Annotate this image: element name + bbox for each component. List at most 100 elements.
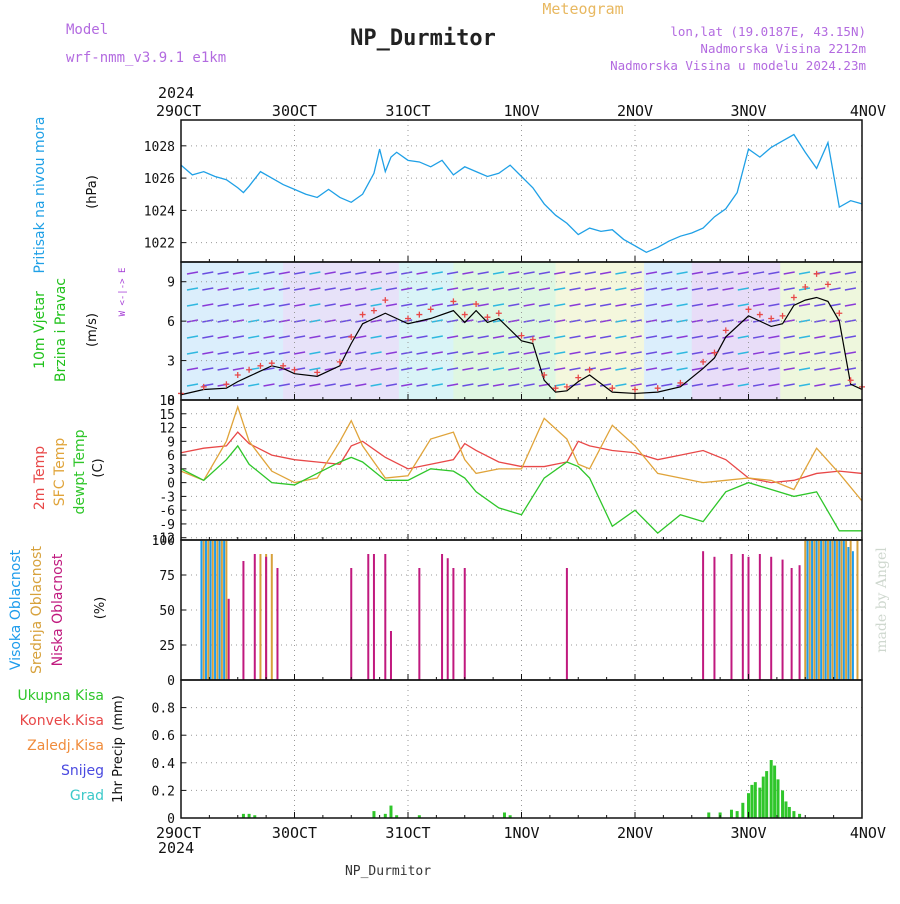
wind-barb xyxy=(355,383,367,387)
wind-barb xyxy=(569,367,581,371)
wind-barb xyxy=(263,351,275,355)
wind-barb xyxy=(523,271,535,275)
wind-barb xyxy=(278,271,290,275)
wind-barb xyxy=(783,303,795,307)
wind-gust-point xyxy=(495,310,502,317)
wind-barb xyxy=(630,351,642,355)
bar xyxy=(851,551,854,680)
wind-barb xyxy=(263,335,275,339)
top-date-label: 31OCT xyxy=(385,102,430,120)
wind-barb xyxy=(538,335,551,339)
wind-barb xyxy=(202,319,214,323)
bar xyxy=(798,813,802,818)
wind-barb xyxy=(599,271,612,275)
temp2m-label: 2m Temp xyxy=(32,446,48,510)
wind-barb xyxy=(385,303,398,307)
wind-barb xyxy=(691,367,704,371)
wind-barb xyxy=(844,383,857,387)
precip-legend-conv: Konvek.Kisa xyxy=(20,713,104,729)
wind-barb xyxy=(339,319,352,323)
bar xyxy=(735,811,739,818)
bar xyxy=(200,540,203,680)
y-tick-label: 15 xyxy=(159,408,175,423)
wind-barb xyxy=(814,287,826,291)
bar xyxy=(822,540,825,680)
wind-direction-key: W <-|-> E xyxy=(118,268,128,317)
wind-gust-point xyxy=(473,301,480,308)
bar xyxy=(713,556,716,680)
bar xyxy=(220,540,223,680)
wind-barb xyxy=(431,351,443,355)
wind-barb xyxy=(661,367,673,371)
cloud-panel: 0 25 50 75 100 xyxy=(152,534,863,689)
wind-barb xyxy=(630,367,642,371)
wind-barb xyxy=(370,303,382,307)
wind-gust-point xyxy=(268,360,275,367)
bar xyxy=(741,802,745,818)
wind-barb xyxy=(401,383,413,387)
wind-barb xyxy=(309,383,321,387)
top-date-label: 3NOV xyxy=(730,102,766,120)
wind-barb xyxy=(446,287,459,291)
altitude-model-text: Nadmorska Visina u modelu 2024.23m xyxy=(610,58,866,73)
wind-barb xyxy=(385,335,398,339)
bar xyxy=(750,784,754,818)
bar xyxy=(702,551,705,680)
bar xyxy=(417,815,421,818)
wind-barb xyxy=(186,351,199,355)
wind-barb xyxy=(492,303,505,307)
wind-barb xyxy=(676,351,688,355)
wind-barb xyxy=(477,351,489,355)
y-tick-label: -12 xyxy=(152,532,175,547)
wind-gust-point xyxy=(711,349,718,356)
wind-barb xyxy=(186,271,199,275)
wind-barb xyxy=(370,351,382,355)
wind-barb xyxy=(477,319,489,323)
wind-barb xyxy=(798,383,811,387)
model-name: wrf-nmm_v3.9.1 e1km xyxy=(66,50,226,66)
y-tick-label: 1022 xyxy=(144,237,175,252)
wind-barb xyxy=(217,335,229,339)
wind-barb xyxy=(263,271,275,275)
top-date-label: 4NOV xyxy=(850,102,886,120)
wind-barb xyxy=(768,367,780,371)
wind-gust-point xyxy=(779,312,786,319)
wind-barb xyxy=(599,335,612,339)
wind-barb xyxy=(722,367,734,371)
wind-barb xyxy=(217,287,229,291)
pressure-panel: 1022 1024 1026 1028 xyxy=(144,119,863,263)
wind-barb xyxy=(538,351,551,355)
wind-barb xyxy=(569,319,581,323)
y-tick-label: 9 xyxy=(167,276,175,291)
wind-barb xyxy=(569,335,581,339)
y-tick-label: 3 xyxy=(167,355,175,370)
bar xyxy=(747,793,750,818)
top-date-label: 1NOV xyxy=(503,102,539,120)
dewpt-label: dewpt Temp xyxy=(72,429,88,514)
wind-gust-point xyxy=(552,385,559,392)
wind-barb xyxy=(355,303,367,307)
wind-barb xyxy=(814,303,826,307)
wind-barb xyxy=(248,383,260,387)
wind-gust-point xyxy=(824,281,831,288)
wind-barb xyxy=(248,351,260,355)
bar xyxy=(204,540,207,680)
wind-barb xyxy=(676,319,688,323)
bar xyxy=(209,540,212,680)
wind-barb xyxy=(186,319,199,323)
bar xyxy=(384,554,387,680)
precip-label: 1hr Precip xyxy=(111,737,126,803)
wind-barb xyxy=(737,367,749,371)
wind-barb xyxy=(523,367,535,371)
lonlat-text: lon,lat (19.0187E, 43.15N) xyxy=(670,24,866,39)
wind-barb xyxy=(829,367,841,371)
wind-barb xyxy=(293,271,306,275)
wind-barb xyxy=(202,335,214,339)
wind-barb xyxy=(783,287,795,291)
wind-barb xyxy=(661,287,673,291)
wind-barb xyxy=(844,351,857,355)
wind-barb xyxy=(370,367,382,371)
wind-barb xyxy=(355,351,367,355)
wind-barb xyxy=(477,271,489,275)
